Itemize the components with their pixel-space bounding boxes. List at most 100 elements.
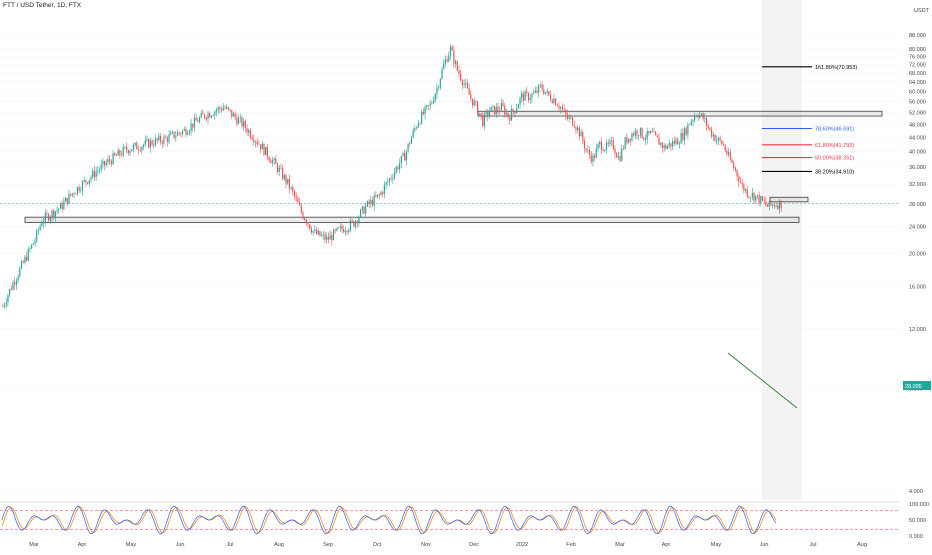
candle-body xyxy=(131,149,133,151)
candle-body xyxy=(327,236,330,240)
candle-body xyxy=(724,145,726,151)
oscillator-d-line xyxy=(1,506,777,534)
candle-body xyxy=(334,229,336,231)
support-zone xyxy=(24,216,800,223)
candle-body xyxy=(646,131,648,140)
candle-body xyxy=(275,158,277,164)
candle-body xyxy=(690,121,692,125)
candle-body xyxy=(426,105,428,107)
candle-body xyxy=(17,276,19,281)
candles-layer[interactable] xyxy=(2,44,782,310)
candle-body xyxy=(617,156,619,158)
candle-body xyxy=(697,116,699,118)
fib-level-label: 161.80%(70.953) xyxy=(815,65,857,71)
candle-body xyxy=(92,170,94,177)
candle-body xyxy=(536,90,538,93)
candle-body xyxy=(499,110,501,112)
candle-body xyxy=(385,182,387,186)
candle-body xyxy=(695,116,697,117)
candle-body xyxy=(534,90,536,93)
time-tick-label: Jun xyxy=(176,542,185,548)
time-tick-label: May xyxy=(711,542,722,548)
candle-body xyxy=(103,160,106,166)
candle-body xyxy=(612,140,614,150)
candle-body xyxy=(734,167,736,170)
candle-body xyxy=(483,113,486,126)
candle-body xyxy=(532,92,535,94)
candle-body xyxy=(36,230,38,241)
candle-body xyxy=(329,235,331,240)
candle-body xyxy=(287,178,289,184)
candle-body xyxy=(594,155,596,158)
price-tick-label: 64.000 xyxy=(909,80,926,86)
candle-body xyxy=(434,93,436,102)
time-tick-label: Dec xyxy=(469,542,479,548)
candle-body xyxy=(337,227,340,229)
candle-body xyxy=(58,208,60,210)
price-tick-label: 52.000 xyxy=(909,111,926,117)
price-tick-label: 60.000 xyxy=(909,90,926,96)
candle-body xyxy=(746,189,748,197)
candle-body xyxy=(39,225,41,231)
candle-body xyxy=(220,108,223,111)
candle-body xyxy=(295,196,297,199)
candle-body xyxy=(541,84,543,90)
fib-layer: 161.80%(70.953) 78.60%(46.691) 61.80%(41.7… xyxy=(762,65,857,175)
candle-body xyxy=(115,155,118,156)
candle-body xyxy=(578,127,580,137)
candle-body xyxy=(304,218,306,221)
candle-body xyxy=(9,288,11,296)
candle-body xyxy=(236,117,238,124)
candle-body xyxy=(348,229,350,232)
candle-body xyxy=(83,180,85,182)
candle-body xyxy=(711,129,713,137)
price-axis[interactable]: 4.0008.00012.00016.00020.00024.00028.000… xyxy=(909,33,926,495)
time-tick-label: Nov xyxy=(421,542,431,548)
candle-body xyxy=(738,176,740,183)
candle-body xyxy=(351,220,353,222)
candle-body xyxy=(758,194,760,204)
candle-body xyxy=(285,175,287,184)
candle-body xyxy=(558,106,560,109)
candle-body xyxy=(555,98,557,105)
candle-body xyxy=(205,117,207,120)
price-tick-label: 20.000 xyxy=(909,252,926,258)
candle-body xyxy=(90,176,92,180)
resistance-zone xyxy=(477,110,883,117)
candle-body xyxy=(731,159,733,163)
candle-body xyxy=(332,229,335,241)
candle-body xyxy=(109,159,111,162)
candle-body xyxy=(439,78,441,88)
candle-body xyxy=(658,137,660,145)
candle-body xyxy=(117,150,119,156)
candle-body xyxy=(770,201,772,206)
candle-body xyxy=(512,109,514,112)
oscillator-panel[interactable]: 100.000 50.000 0.000 xyxy=(0,501,929,540)
candle-body xyxy=(672,141,674,147)
candle-body xyxy=(297,198,299,203)
candle-body xyxy=(93,170,96,178)
candle-body xyxy=(302,212,304,219)
candle-body xyxy=(639,127,642,136)
candle-body xyxy=(373,195,375,206)
candle-body xyxy=(259,144,262,150)
candle-body xyxy=(583,141,586,149)
candle-body xyxy=(741,182,743,185)
candle-body xyxy=(3,304,6,307)
candle-body xyxy=(256,141,258,144)
candle-body xyxy=(665,145,667,149)
candle-body xyxy=(331,235,333,241)
candle-body xyxy=(772,204,774,206)
candle-body xyxy=(548,91,550,96)
time-axis[interactable]: Mar Apr May Jun Jul Aug Sep Oct Nov Dec 2022 Feb Mar… xyxy=(29,542,867,548)
candle-body xyxy=(673,141,675,144)
candle-body xyxy=(25,256,28,261)
candle-body xyxy=(380,192,382,195)
currency-label: USDT xyxy=(914,8,930,14)
candle-body xyxy=(134,142,136,145)
candle-body xyxy=(124,146,126,148)
candle-body xyxy=(70,193,72,196)
candle-body xyxy=(702,113,704,119)
